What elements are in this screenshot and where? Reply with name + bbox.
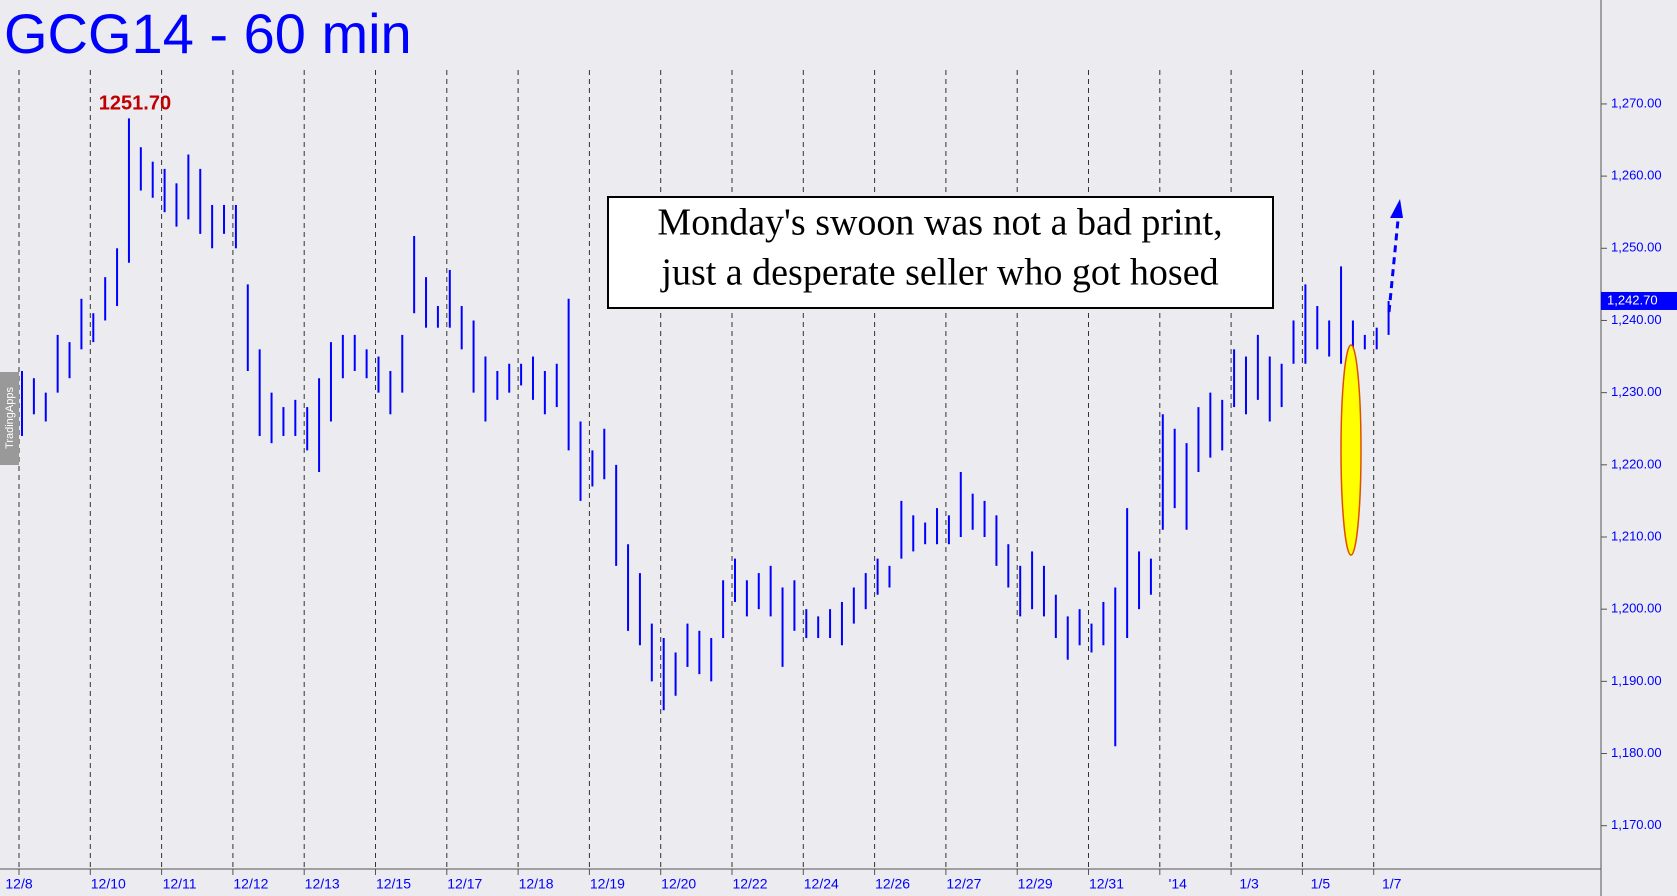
arrow-head (1390, 199, 1403, 218)
x-tick-label: 12/15 (376, 876, 411, 892)
y-tick-label: 1,220.00 (1611, 456, 1662, 471)
x-tick-label: 1/5 (1311, 876, 1331, 892)
y-tick-label: 1,210.00 (1611, 528, 1662, 543)
x-tick-label: 12/24 (804, 876, 839, 892)
annotation-line: just a desperate seller who got hosed (659, 252, 1218, 294)
highlight-ellipse (1340, 344, 1362, 556)
bars (21, 118, 1390, 747)
x-tick-label: 12/12 (233, 876, 268, 892)
x-tick-label: 12/26 (875, 876, 910, 892)
last-price-box (1601, 291, 1677, 310)
x-tick-label: 1/7 (1382, 876, 1402, 892)
x-tick-label: 12/19 (590, 876, 625, 892)
y-tick-label: 1,260.00 (1611, 168, 1662, 183)
arrow-shaft (1387, 219, 1400, 313)
grid (18, 70, 1375, 869)
watermark-box (0, 372, 19, 465)
watermark: TradingApps (4, 387, 16, 449)
y-tick-label: 1,190.00 (1611, 673, 1662, 688)
annotation-box (607, 196, 1274, 309)
x-tick-label: 12/29 (1018, 876, 1053, 892)
chart-title: GCG14 - 60 min (4, 2, 412, 65)
x-tick-label: 12/10 (91, 876, 126, 892)
y-tick-label: 1,270.00 (1611, 95, 1662, 110)
x-tick-label: '14 (1169, 876, 1187, 892)
y-tick-label: 1,230.00 (1611, 384, 1662, 399)
peak-label: 1251.70 (99, 93, 171, 115)
x-tick-label: 12/22 (732, 876, 767, 892)
x-tick-label: 12/11 (163, 876, 197, 892)
y-tick-label: 1,240.00 (1611, 312, 1662, 327)
x-tick-label: 12/17 (447, 876, 482, 892)
y-tick-label: 1,200.00 (1611, 601, 1662, 616)
last-price-label: 1,242.70 (1607, 292, 1658, 307)
y-tick-label: 1,250.00 (1611, 240, 1662, 255)
x-tick-label: 12/8 (5, 876, 32, 892)
annotation-line: Monday's swoon was not a bad print, (657, 202, 1222, 244)
x-tick-label: 12/31 (1089, 876, 1124, 892)
y-tick-label: 1,170.00 (1611, 817, 1662, 832)
x-tick-label: 12/13 (305, 876, 340, 892)
x-tick-label: 12/18 (519, 876, 554, 892)
x-tick-label: 12/27 (946, 876, 981, 892)
y-tick-label: 1,180.00 (1611, 745, 1662, 760)
x-tick-label: 1/3 (1239, 876, 1259, 892)
x-tick-label: 12/20 (661, 876, 696, 892)
